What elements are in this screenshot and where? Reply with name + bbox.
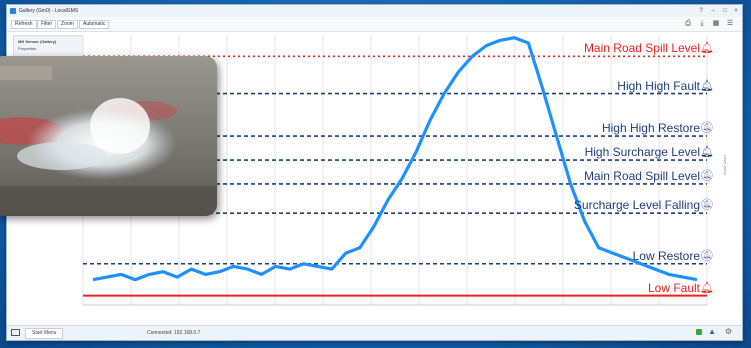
threshold-label: Surcharge Level Falling — [573, 198, 700, 213]
bell-muted-icon[interactable]: 🔕︎ — [700, 249, 714, 262]
maximize-icon[interactable]: □ — [723, 8, 727, 14]
level-series-line — [92, 36, 698, 282]
menu-icon[interactable]: ☰ — [726, 20, 734, 27]
side-panel-subtitle: Properties — [18, 46, 37, 51]
refresh-button[interactable]: Refresh — [11, 20, 37, 29]
bell-muted-icon[interactable]: 🔕︎ — [700, 199, 714, 212]
app-icon — [10, 8, 16, 14]
status-ok-icon — [696, 329, 702, 335]
filter-button[interactable]: Filter — [37, 20, 57, 29]
settings-icon[interactable]: ⚙ — [724, 327, 732, 336]
automatic-button[interactable]: Automatic — [79, 20, 110, 29]
bell-muted-icon[interactable]: 🔕︎ — [700, 122, 714, 135]
grid-icon[interactable]: ▦ — [712, 20, 720, 27]
threshold-label: Low Fault — [647, 280, 700, 295]
threshold-label: High High Fault — [617, 78, 700, 93]
bell-muted-icon[interactable]: 🔕︎ — [700, 169, 714, 182]
zoom-button[interactable]: Zoom — [57, 20, 78, 29]
help-icon[interactable]: ? — [699, 8, 703, 14]
alert-icon[interactable]: ▲ — [708, 327, 716, 336]
right-axis-label: Level (mm) — [723, 155, 728, 176]
threshold-label: Main Road Spill Level — [583, 168, 700, 183]
minimize-icon[interactable]: – — [711, 8, 715, 14]
bell-icon[interactable]: 🔔︎ — [700, 281, 714, 294]
window-title: Gallery (Gm0) - LocalGMS — [19, 8, 79, 14]
close-icon[interactable]: × — [734, 8, 738, 14]
bell-icon[interactable]: 🔔︎ — [700, 146, 714, 159]
threshold-label: High High Restore — [601, 121, 700, 136]
side-panel-title: MH Sensor (Gallery) — [18, 39, 57, 44]
threshold-label: Low Restore — [632, 248, 700, 263]
threshold-label: Main Road Spill Level — [583, 41, 700, 56]
overflow-water-photo — [0, 56, 217, 216]
bell-icon[interactable]: 🔔︎ — [700, 79, 714, 92]
monitor-icon[interactable] — [11, 329, 20, 336]
status-bar: Start Menu Connected: 192.168.0.7 ▲ ⚙ — [7, 325, 742, 340]
print-icon[interactable]: ⎙ — [685, 20, 691, 27]
toolbar: Refresh Filter Zoom Automatic ⎙ ⤓ ▦ ☰ — [7, 17, 742, 32]
threshold-label: High Surcharge Level — [584, 145, 700, 160]
photo-image — [0, 56, 217, 216]
download-icon[interactable]: ⤓ — [700, 20, 704, 27]
bell-icon[interactable]: 🔔︎ — [700, 42, 714, 55]
start-menu-button[interactable]: Start Menu — [25, 328, 64, 339]
status-text: Connected: 192.168.0.7 — [147, 330, 201, 336]
